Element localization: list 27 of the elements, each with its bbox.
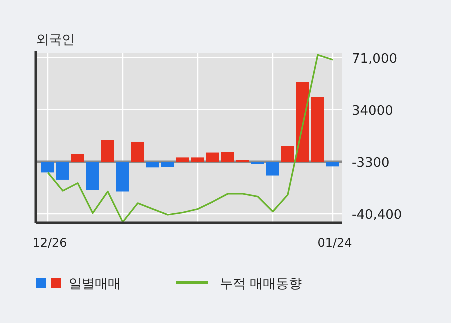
y-tick-label: 71,000 (352, 52, 398, 67)
bar (72, 154, 84, 162)
bar (222, 152, 234, 162)
bar (296, 82, 310, 162)
bar (266, 162, 280, 176)
bar (132, 142, 144, 162)
bar (312, 97, 324, 162)
legend-label: 일별매매 (69, 277, 121, 292)
legend-label: 누적 매매동향 (220, 277, 302, 292)
chart-title: 외국인 (36, 33, 75, 48)
bar (162, 162, 174, 168)
y-tick-label: -40,400 (352, 208, 402, 224)
bar (206, 152, 220, 162)
bar (116, 162, 130, 192)
bar (42, 162, 54, 173)
bar (192, 158, 204, 162)
bar (326, 162, 340, 167)
x-tick-label: 12/26 (32, 236, 68, 250)
y-tick-label: -3300 (352, 156, 390, 172)
bar (282, 146, 294, 162)
bar (146, 162, 160, 168)
bar (102, 140, 114, 162)
bar (56, 162, 70, 180)
x-tick-label: 01/24 (318, 236, 352, 250)
bar (86, 162, 100, 190)
bar (176, 158, 190, 162)
y-tick-label: 34000 (352, 104, 394, 119)
